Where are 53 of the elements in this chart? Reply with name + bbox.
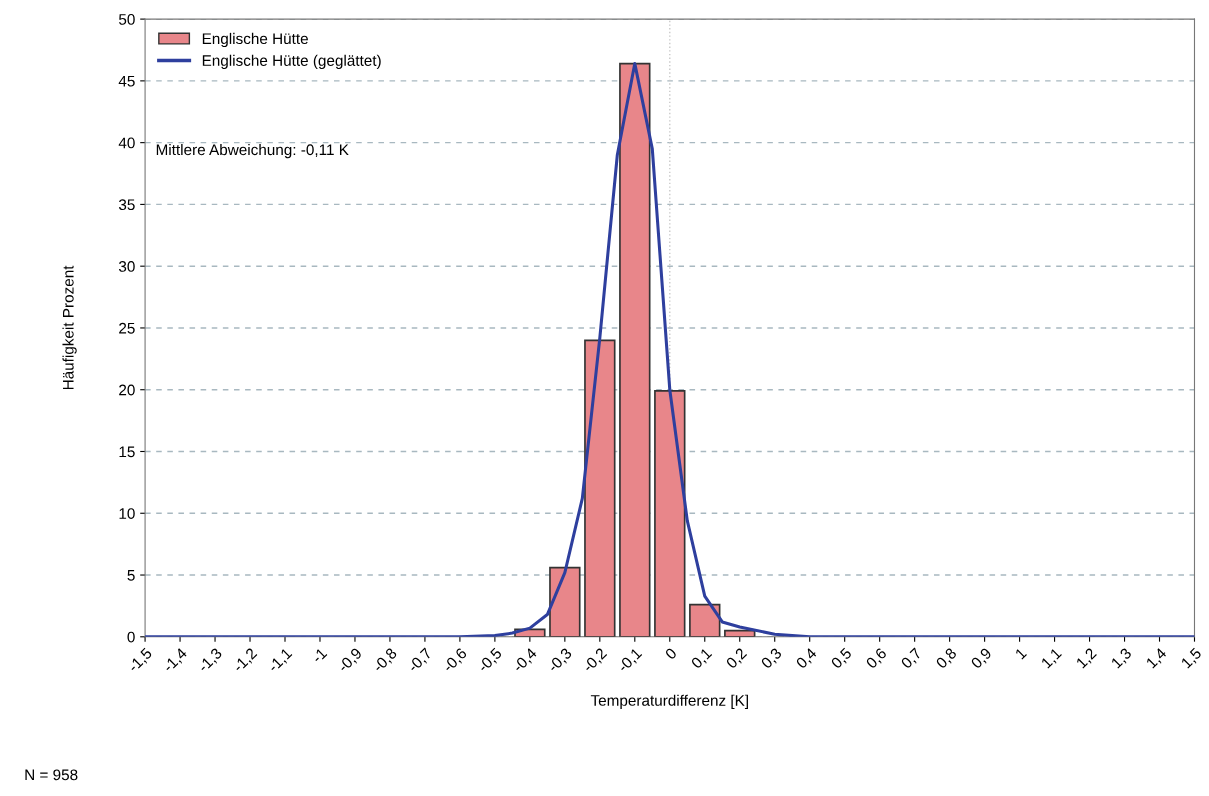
x-tick-label: 0	[664, 647, 678, 661]
bar	[689, 603, 721, 637]
x-tick-label: 0,6	[865, 647, 889, 671]
y-tick-label: 50	[118, 13, 135, 25]
x-tick-label: 0,7	[900, 647, 924, 671]
bar	[654, 390, 686, 637]
y-tick-label: 45	[118, 75, 135, 87]
x-tick-label: -0,5	[477, 647, 504, 674]
x-tick-label: -0,2	[581, 647, 609, 674]
x-tick-label: -1,5	[127, 647, 154, 674]
y-tick-label: 10	[119, 508, 135, 519]
y-tick-label: 0	[127, 631, 135, 643]
bar	[549, 566, 581, 637]
bar	[619, 62, 651, 637]
x-tick-label: 0,4	[795, 647, 819, 671]
y-tick-label: 30	[118, 261, 135, 272]
x-tick-label: 1,1	[1040, 647, 1064, 670]
y-tick-label: 20	[119, 384, 135, 396]
x-tick-label: 1,3	[1110, 647, 1134, 670]
x-tick-label: 0,2	[725, 647, 749, 671]
text: N = 958	[25, 769, 78, 781]
x-tick-label: -0,9	[337, 647, 364, 674]
x-tick-label: -1,2	[232, 647, 259, 674]
legend-label: Englische Hütte (geglättet)	[202, 54, 381, 69]
y-tick-label: 15	[119, 446, 135, 458]
x-tick-label: 0,3	[760, 647, 784, 671]
bar	[584, 339, 616, 637]
x-tick-label: 0,8	[935, 647, 959, 671]
x-tick-label: -0,4	[512, 647, 539, 674]
x-axis-title: Temperaturdifferenz [K]	[590, 694, 748, 709]
x-tick-label: 0,1	[690, 647, 714, 671]
x-tick-label: -1,4	[162, 647, 189, 674]
x-tick-label: -1	[311, 647, 328, 664]
x-tick-label: -0,6	[442, 647, 469, 674]
x-tick-label: -1,1	[267, 647, 294, 674]
annotation: Mittlere Abweichung: -0,11 K	[156, 143, 349, 159]
x-tick-label: -0,3	[547, 647, 574, 674]
x-tick-label: -0,1	[616, 647, 644, 674]
y-tick-label: 25	[119, 322, 135, 334]
x-tick-label: -1,3	[197, 647, 224, 674]
legend-label: Englische Hütte	[202, 32, 308, 48]
y-axis-title: Häufigkeit Prozent	[62, 265, 77, 390]
y-tick-label: 5	[127, 570, 135, 581]
x-tick-label: 1	[1014, 647, 1027, 660]
y-tick-label: 40	[118, 137, 135, 149]
x-tick-label: 0,5	[830, 647, 854, 671]
x-tick-label: -0,8	[372, 647, 399, 674]
y-tick-label: 35	[118, 199, 135, 211]
x-tick-label: 1,5	[1180, 647, 1204, 670]
x-tick-label: 1,2	[1075, 647, 1099, 670]
x-tick-label: -0,7	[407, 647, 434, 674]
x-tick-label: 1,4	[1145, 647, 1169, 670]
x-tick-label: 0,9	[970, 647, 994, 671]
